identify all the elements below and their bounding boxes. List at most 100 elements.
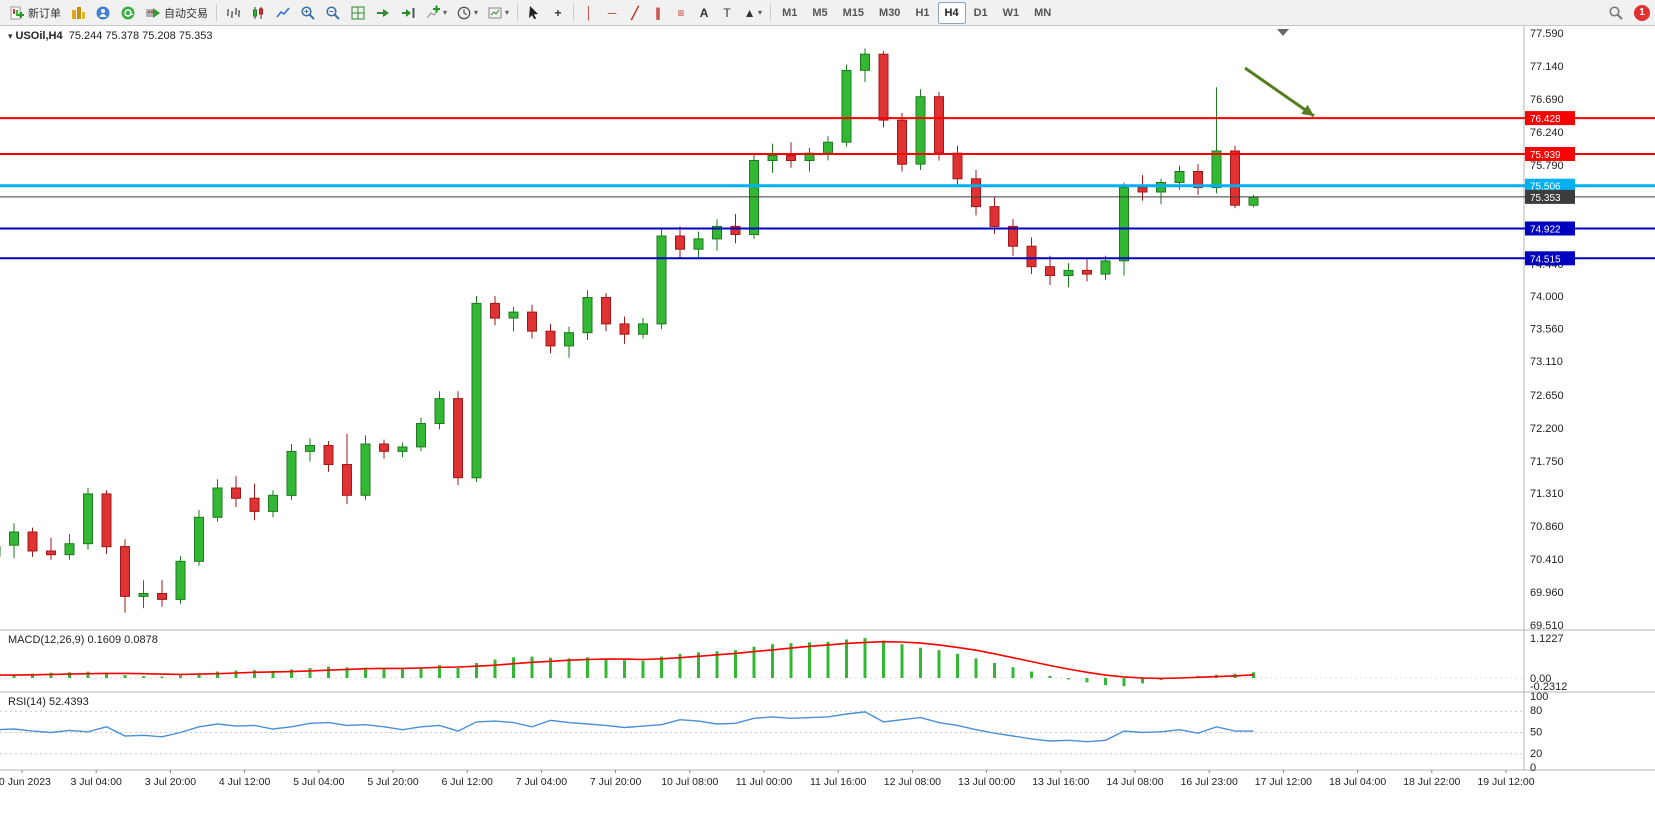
gold-bars-icon: [72, 6, 85, 19]
candle-body: [693, 238, 704, 250]
candle-body: [1248, 196, 1259, 206]
candle-body: [1137, 187, 1148, 193]
svg-text:14 Jul 08:00: 14 Jul 08:00: [1106, 776, 1163, 788]
svg-text:11 Jul 00:00: 11 Jul 00:00: [736, 776, 793, 788]
candle-body: [1193, 171, 1203, 189]
svg-text:13 Jul 00:00: 13 Jul 00:00: [958, 776, 1015, 788]
indicators-icon: [426, 5, 440, 18]
text-tool-button[interactable]: A: [693, 2, 715, 24]
channel-button[interactable]: ∥: [647, 2, 669, 24]
tile-windows-button[interactable]: [346, 2, 370, 24]
svg-text:72.650: 72.650: [1530, 390, 1564, 402]
candle-body: [1100, 260, 1111, 275]
autotrading-label: 自动交易: [164, 7, 208, 20]
rsi-line: [0, 711, 1254, 743]
candle-body: [1063, 269, 1074, 276]
chart-header: ▾ USOil,H4 75.244 75.378 75.208 75.353: [8, 30, 212, 42]
autotrading-button[interactable]: 自动交易: [141, 2, 212, 24]
candle-body: [342, 464, 352, 496]
candle-body: [1174, 171, 1185, 183]
candle-body: [101, 493, 112, 548]
candle-body: [138, 593, 149, 597]
svg-text:18 Jul 22:00: 18 Jul 22:00: [1403, 776, 1460, 788]
fibonacci-icon: ≡: [677, 5, 685, 20]
chart-shift-marker-icon[interactable]: [1277, 29, 1289, 36]
notification-badge[interactable]: 1: [1634, 4, 1650, 21]
shapes-icon: ▲: [743, 5, 756, 20]
zoom-out-button[interactable]: [321, 2, 345, 24]
market-watch-button[interactable]: [91, 2, 115, 24]
candle-body: [989, 206, 1000, 227]
time-axis[interactable]: 30 Jun 2023 3 Jul 04:00 3 Jul 20:00 4 Jul 1…: [0, 770, 1535, 788]
candle-body: [9, 531, 19, 546]
timeframe-m1[interactable]: M1: [782, 6, 798, 19]
svg-text:74.000: 74.000: [1530, 291, 1564, 303]
bar-chart-icon: [227, 7, 240, 18]
autotrading-icon: [146, 7, 160, 18]
price-chart[interactable]: 77.59077.14076.69076.24075.79075.34074.8…: [0, 26, 1655, 835]
templates-icon: [488, 7, 502, 18]
candle-body: [194, 516, 204, 562]
timeframe-h4[interactable]: H4: [937, 1, 966, 24]
text-label-button[interactable]: T: [716, 2, 738, 24]
candle-chart-button[interactable]: [246, 2, 270, 24]
auto-scroll-button[interactable]: [371, 2, 395, 24]
shapes-button[interactable]: ▲ ▾: [739, 2, 766, 24]
community-button[interactable]: [116, 2, 140, 24]
fibonacci-button[interactable]: ≡: [670, 2, 692, 24]
cursor-button[interactable]: [522, 2, 546, 24]
zoom-in-button[interactable]: [296, 2, 320, 24]
timeframe-m15[interactable]: M15: [842, 6, 865, 19]
timeframe-d1[interactable]: D1: [973, 6, 988, 19]
candle-body: [601, 297, 611, 325]
candle-body: [860, 53, 870, 71]
candle-body: [619, 323, 630, 335]
svg-text:76.428: 76.428: [1530, 114, 1561, 125]
crosshair-icon: +: [554, 5, 562, 20]
search-button[interactable]: [1604, 2, 1628, 24]
svg-text:3 Jul 04:00: 3 Jul 04:00: [71, 776, 123, 788]
vertical-line-button[interactable]: │: [578, 2, 600, 24]
indicators-button[interactable]: ▾: [421, 2, 451, 24]
text-tool-icon: A: [699, 5, 709, 20]
cursor-icon: [529, 5, 539, 19]
candle-body: [490, 302, 500, 319]
rsi-axis-label: 0: [1530, 762, 1536, 774]
candle-body: [730, 225, 741, 235]
svg-text:75.506: 75.506: [1530, 182, 1561, 193]
toolbar-right: 1: [1604, 2, 1650, 24]
timeframe-h1[interactable]: H1: [915, 6, 930, 19]
rsi-label: RSI(14) 52.4393: [8, 696, 89, 708]
candle-body: [638, 323, 648, 335]
svg-text:13 Jul 16:00: 13 Jul 16:00: [1032, 776, 1089, 788]
svg-text:4 Jul 12:00: 4 Jul 12:00: [219, 776, 271, 788]
collapse-icon[interactable]: ▾: [8, 31, 13, 41]
price-tag: 75.939: [1525, 147, 1575, 161]
svg-text:17 Jul 12:00: 17 Jul 12:00: [1255, 776, 1312, 788]
timeframe-m5[interactable]: M5: [812, 6, 828, 19]
svg-text:71.750: 71.750: [1530, 456, 1564, 468]
bar-chart-button[interactable]: [221, 2, 245, 24]
ohlc-values: 75.244 75.378 75.208 75.353: [68, 30, 213, 42]
crosshair-button[interactable]: +: [547, 2, 569, 24]
new-order-button[interactable]: 新订单: [5, 2, 65, 24]
open-chart-button[interactable]: [66, 2, 90, 24]
candle-body: [379, 443, 389, 452]
timeframe-w1[interactable]: W1: [1002, 6, 1020, 19]
svg-text:72.200: 72.200: [1530, 423, 1564, 435]
periods-button[interactable]: ▾: [452, 2, 482, 24]
timeframe-m30[interactable]: M30: [879, 6, 901, 19]
templates-button[interactable]: ▾: [483, 2, 513, 24]
horizontal-line-button[interactable]: ─: [601, 2, 623, 24]
chart-shift-button[interactable]: [396, 2, 420, 24]
timeframe-mn[interactable]: MN: [1034, 6, 1052, 19]
candle-body: [582, 297, 593, 334]
chevron-down-icon: ▾: [474, 8, 479, 17]
candle-body: [823, 141, 833, 154]
line-chart-button[interactable]: [271, 2, 295, 24]
candle-body: [878, 53, 889, 121]
horizontal-line-icon: ─: [607, 5, 617, 20]
trendline-button[interactable]: ╱: [624, 2, 646, 24]
svg-text:70.410: 70.410: [1530, 554, 1564, 566]
trend-arrow[interactable]: [1244, 66, 1315, 118]
